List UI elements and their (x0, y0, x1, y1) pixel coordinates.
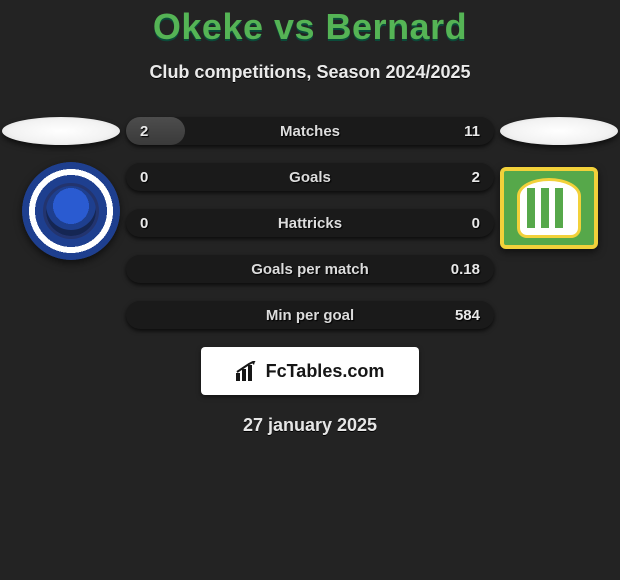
stat-rows: 2Matches110Goals20Hattricks0Goals per ma… (0, 117, 620, 329)
stat-row: 0Hattricks0 (126, 209, 494, 237)
stat-value-right: 2 (472, 169, 480, 186)
stat-row: 0Goals2 (126, 163, 494, 191)
page-title: Okeke vs Bernard (0, 0, 620, 48)
comparison-stage: 2Matches110Goals20Hattricks0Goals per ma… (0, 117, 620, 329)
stat-label: Goals per match (126, 261, 494, 278)
branding-box: FcTables.com (201, 347, 419, 395)
branding-bars-icon (236, 361, 260, 381)
footer-date: 27 january 2025 (0, 415, 620, 436)
stat-value-right: 11 (464, 123, 480, 140)
stat-label: Hattricks (126, 215, 494, 232)
stat-row: Min per goal584 (126, 301, 494, 329)
stat-label: Matches (126, 123, 494, 140)
stat-label: Goals (126, 169, 494, 186)
stat-value-right: 0.18 (451, 261, 480, 278)
stat-label: Min per goal (126, 307, 494, 324)
branding-text: FcTables.com (266, 361, 385, 382)
stat-row: Goals per match0.18 (126, 255, 494, 283)
page-subtitle: Club competitions, Season 2024/2025 (0, 62, 620, 83)
stat-value-right: 0 (472, 215, 480, 232)
stat-value-right: 584 (455, 307, 480, 324)
stat-row: 2Matches11 (126, 117, 494, 145)
